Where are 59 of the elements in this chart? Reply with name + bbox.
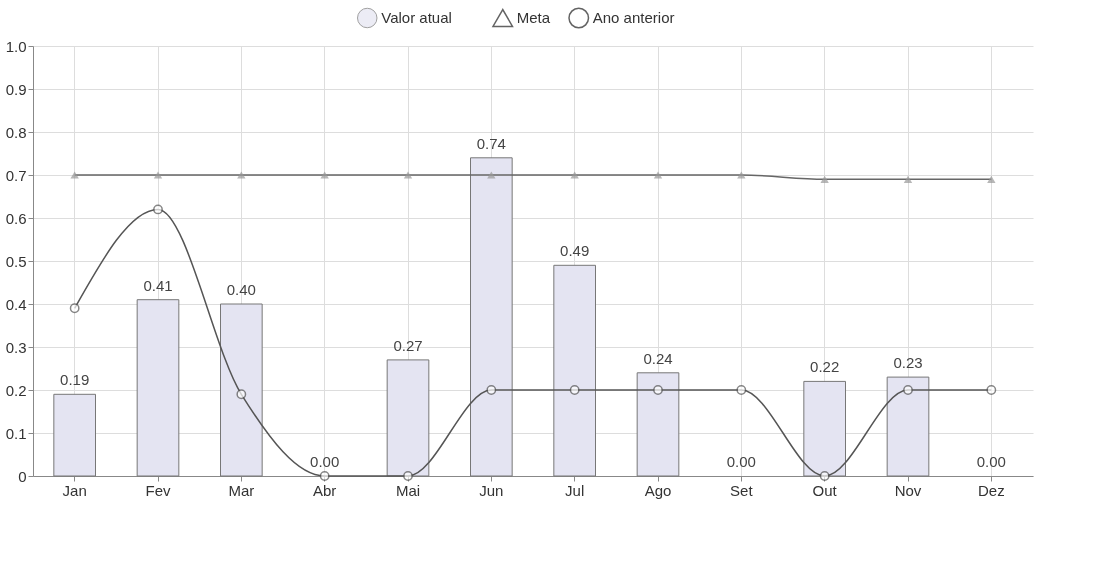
data-label: 0.74 [476, 134, 506, 152]
point [569, 385, 580, 395]
bar [53, 393, 96, 477]
data-label: 0.27 [393, 336, 423, 354]
point [653, 385, 663, 395]
point [486, 385, 497, 395]
bar [803, 380, 846, 477]
data-label: 0.24 [643, 349, 673, 367]
bar [553, 264, 596, 477]
data-label: 0.49 [560, 242, 590, 260]
bar [136, 299, 180, 477]
x-tick-label: Fev [145, 481, 171, 499]
point [736, 385, 747, 395]
legend-label: Ano anterior [592, 9, 675, 26]
x-tick-label: Mai [395, 481, 421, 499]
y-tick-label: 0.6 [5, 209, 27, 227]
legend-label: Meta [516, 9, 551, 26]
x-tick-label: Mar [228, 481, 255, 499]
bar [470, 157, 513, 477]
point [319, 471, 330, 481]
point [819, 471, 830, 481]
y-tick-label: 0.8 [5, 123, 27, 141]
y-tick-label: 1.0 [5, 37, 27, 55]
y-tick-label: 0.9 [5, 80, 27, 98]
point [153, 204, 163, 215]
data-label: 0.40 [226, 281, 256, 298]
y-tick-label: 0.7 [5, 166, 27, 184]
x-tick-label: Abr [312, 481, 337, 499]
bar [636, 372, 680, 477]
x-tick-label: Dez [977, 481, 1005, 499]
legend-label: Valor atual [381, 9, 452, 26]
y-tick-label: 0.4 [5, 295, 27, 313]
x-tick-label: Out [812, 481, 838, 499]
x-tick-label: Jul [565, 481, 585, 499]
bar [386, 359, 430, 477]
data-label: 0.19 [60, 371, 90, 389]
data-label: 0.00 [726, 453, 756, 470]
y-tick-label: 0.2 [5, 381, 27, 399]
data-label: 0.23 [893, 354, 923, 372]
y-tick-label: 0.3 [5, 338, 27, 356]
point [69, 303, 80, 314]
data-label: 0.00 [976, 453, 1006, 470]
data-label: 0.00 [310, 453, 340, 470]
point [236, 389, 247, 400]
data-label: 0.41 [143, 276, 173, 294]
point [403, 471, 413, 481]
x-tick-label: Ago [644, 481, 672, 499]
x-tick-label: Set [730, 481, 754, 499]
x-tick-label: Nov [894, 481, 922, 499]
data-label: 0.22 [810, 358, 840, 376]
x-tick-label: Jun [479, 481, 504, 499]
y-tick-label: 0.1 [5, 424, 27, 442]
x-tick-label: Jan [62, 481, 87, 499]
point [903, 385, 913, 395]
y-tick-label: 0 [18, 467, 27, 485]
bar [220, 303, 263, 477]
point [986, 385, 997, 395]
y-tick-label: 0.5 [5, 252, 27, 270]
bar [886, 376, 930, 477]
